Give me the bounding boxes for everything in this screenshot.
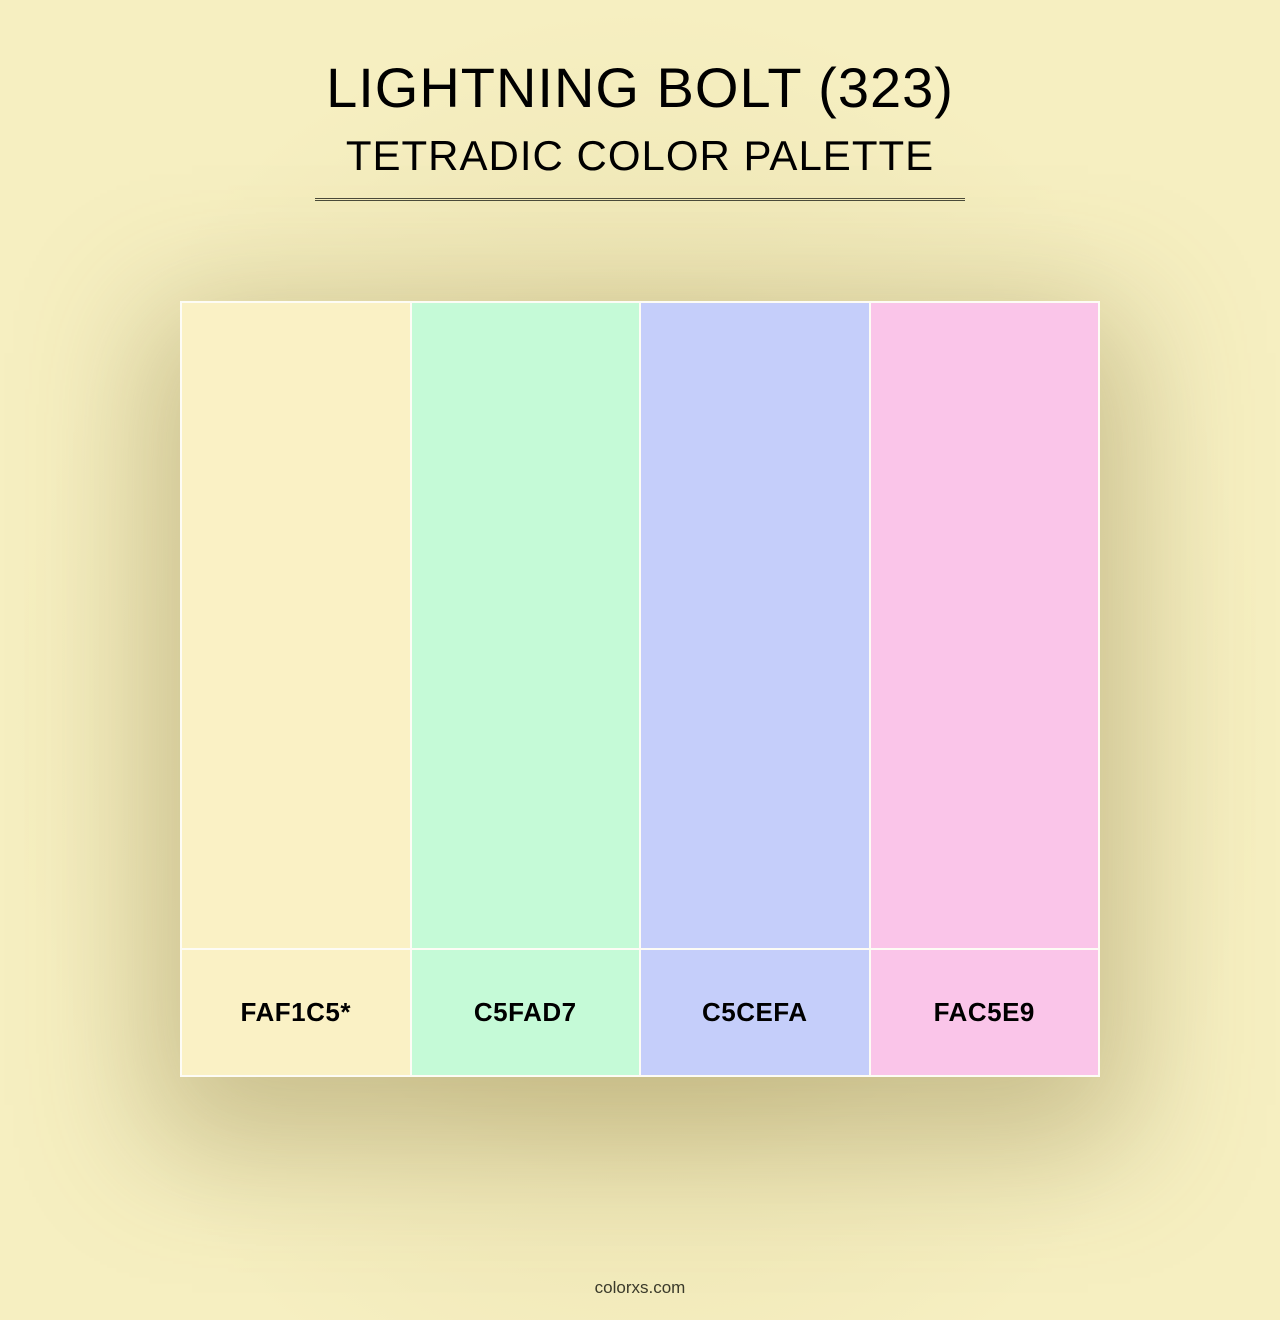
footer-text: colorxs.com [595, 1278, 686, 1297]
swatch-1 [412, 303, 640, 948]
hex-label-2: C5CEFA [702, 997, 808, 1028]
label-cell-1: C5FAD7 [412, 950, 640, 1075]
label-cell-0: FAF1C5* [182, 950, 410, 1075]
label-cell-2: C5CEFA [641, 950, 869, 1075]
swatch-0 [182, 303, 410, 948]
palette-container: FAF1C5* C5FAD7 C5CEFA FAC5E9 [180, 301, 1100, 1077]
page-subtitle: TETRADIC COLOR PALETTE [0, 132, 1280, 180]
footer: colorxs.com [0, 1278, 1280, 1298]
label-row: FAF1C5* C5FAD7 C5CEFA FAC5E9 [182, 950, 1098, 1075]
header: LIGHTNING BOLT (323) TETRADIC COLOR PALE… [0, 0, 1280, 201]
hex-label-3: FAC5E9 [934, 997, 1035, 1028]
hex-label-0: FAF1C5* [241, 997, 351, 1028]
label-cell-3: FAC5E9 [871, 950, 1099, 1075]
header-divider [315, 198, 965, 201]
page-title: LIGHTNING BOLT (323) [0, 55, 1280, 120]
swatch-row [182, 303, 1098, 948]
hex-label-1: C5FAD7 [474, 997, 577, 1028]
swatch-3 [871, 303, 1099, 948]
swatch-2 [641, 303, 869, 948]
